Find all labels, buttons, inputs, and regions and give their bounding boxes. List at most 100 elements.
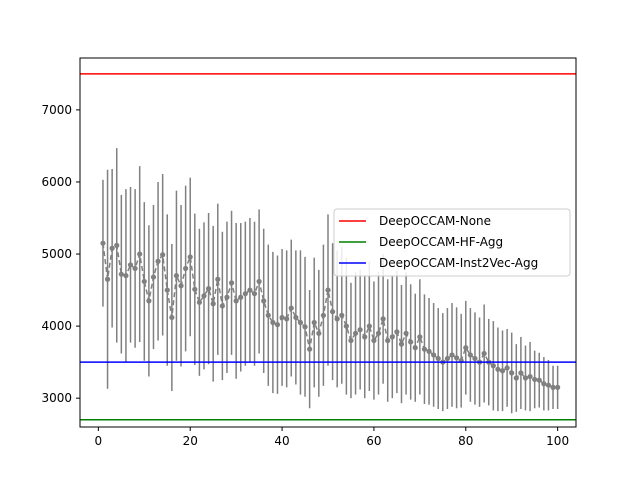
data-point <box>541 381 547 387</box>
y-tick-label: 5000 <box>41 247 72 261</box>
data-point <box>412 345 418 351</box>
data-point <box>375 330 382 336</box>
data-point <box>205 286 212 292</box>
y-tick-label: 4000 <box>41 319 72 333</box>
data-point <box>201 293 207 299</box>
x-tick-label: 40 <box>274 434 289 448</box>
data-point <box>463 345 469 351</box>
data-point <box>495 366 501 372</box>
data-point <box>215 276 221 282</box>
data-point <box>196 299 203 305</box>
data-point <box>210 301 216 307</box>
data-point <box>499 368 506 374</box>
data-point <box>343 323 349 329</box>
y-tick-label: 6000 <box>41 175 72 189</box>
data-point <box>417 334 423 340</box>
data-point <box>421 346 428 352</box>
data-point <box>233 298 239 304</box>
data-point <box>426 348 432 354</box>
data-point <box>504 365 510 371</box>
data-point <box>251 291 258 297</box>
data-point <box>288 305 294 311</box>
legend: DeepOCCAM-None DeepOCCAM-HF-Agg DeepOCCAM-… <box>333 208 571 277</box>
data-point <box>325 287 331 293</box>
data-point <box>127 262 134 268</box>
data-point <box>270 319 276 326</box>
data-point <box>334 316 340 322</box>
data-point <box>169 314 175 321</box>
plot-inner <box>80 73 576 421</box>
data-point <box>178 283 184 289</box>
data-point <box>472 355 478 362</box>
data-point <box>284 316 290 322</box>
y-tick-label: 3000 <box>41 391 72 405</box>
data-point <box>160 252 166 258</box>
data-point <box>357 327 363 333</box>
data-point <box>297 319 304 326</box>
data-point <box>118 271 124 277</box>
data-point <box>527 373 533 380</box>
x-tick-label: 0 <box>95 434 103 448</box>
data-point <box>532 376 538 383</box>
data-point <box>307 346 313 352</box>
data-point <box>394 329 400 335</box>
data-point <box>132 265 138 272</box>
data-point <box>490 363 496 369</box>
data-point <box>256 278 262 285</box>
series-line <box>102 243 558 389</box>
data-point <box>183 265 189 272</box>
x-tick-label: 60 <box>366 434 381 448</box>
data-point <box>302 324 308 330</box>
data-point <box>403 330 409 336</box>
data-point <box>261 298 267 304</box>
data-point <box>467 352 473 358</box>
data-point <box>352 330 359 336</box>
data-point <box>238 294 244 300</box>
data-point <box>555 384 561 390</box>
data-point <box>389 334 395 340</box>
data-point <box>362 334 368 340</box>
data-point <box>348 337 354 344</box>
data-point <box>137 251 143 257</box>
data-point <box>187 254 193 260</box>
data-point <box>398 341 405 347</box>
data-point <box>279 314 285 321</box>
data-point <box>242 291 248 297</box>
data-point <box>435 355 441 362</box>
axes: 0 20 40 60 80 100 3000 4000 5000 6000 7000 <box>41 57 577 448</box>
data-point <box>380 316 386 322</box>
data-point <box>219 303 225 309</box>
data-point <box>408 339 414 345</box>
data-point <box>513 375 519 381</box>
data-point <box>247 287 253 293</box>
data-point <box>109 245 115 251</box>
data-point <box>522 375 529 381</box>
data-point <box>192 286 198 292</box>
data-point <box>316 330 322 336</box>
x-tick-label: 100 <box>546 434 569 448</box>
data-point <box>550 384 556 390</box>
data-point <box>339 312 345 318</box>
data-point <box>536 377 542 383</box>
data-point <box>228 280 235 286</box>
data-point <box>366 323 372 329</box>
data-point <box>431 352 437 358</box>
data-point <box>100 240 106 246</box>
data-point <box>509 370 515 376</box>
plot-area <box>80 73 576 421</box>
data-point <box>311 319 317 326</box>
data-point <box>320 312 327 318</box>
legend-box <box>333 208 571 277</box>
x-tick-label: 20 <box>183 434 198 448</box>
data-point <box>449 352 455 358</box>
data-point <box>444 355 451 362</box>
data-point <box>155 258 161 264</box>
legend-label: DeepOCCAM-Inst2Vec-Agg <box>379 256 538 270</box>
data-point <box>173 273 180 279</box>
data-point <box>104 276 111 282</box>
data-point <box>518 370 524 376</box>
data-point <box>385 337 391 344</box>
axes-frame <box>79 57 577 428</box>
data-point <box>293 314 299 321</box>
